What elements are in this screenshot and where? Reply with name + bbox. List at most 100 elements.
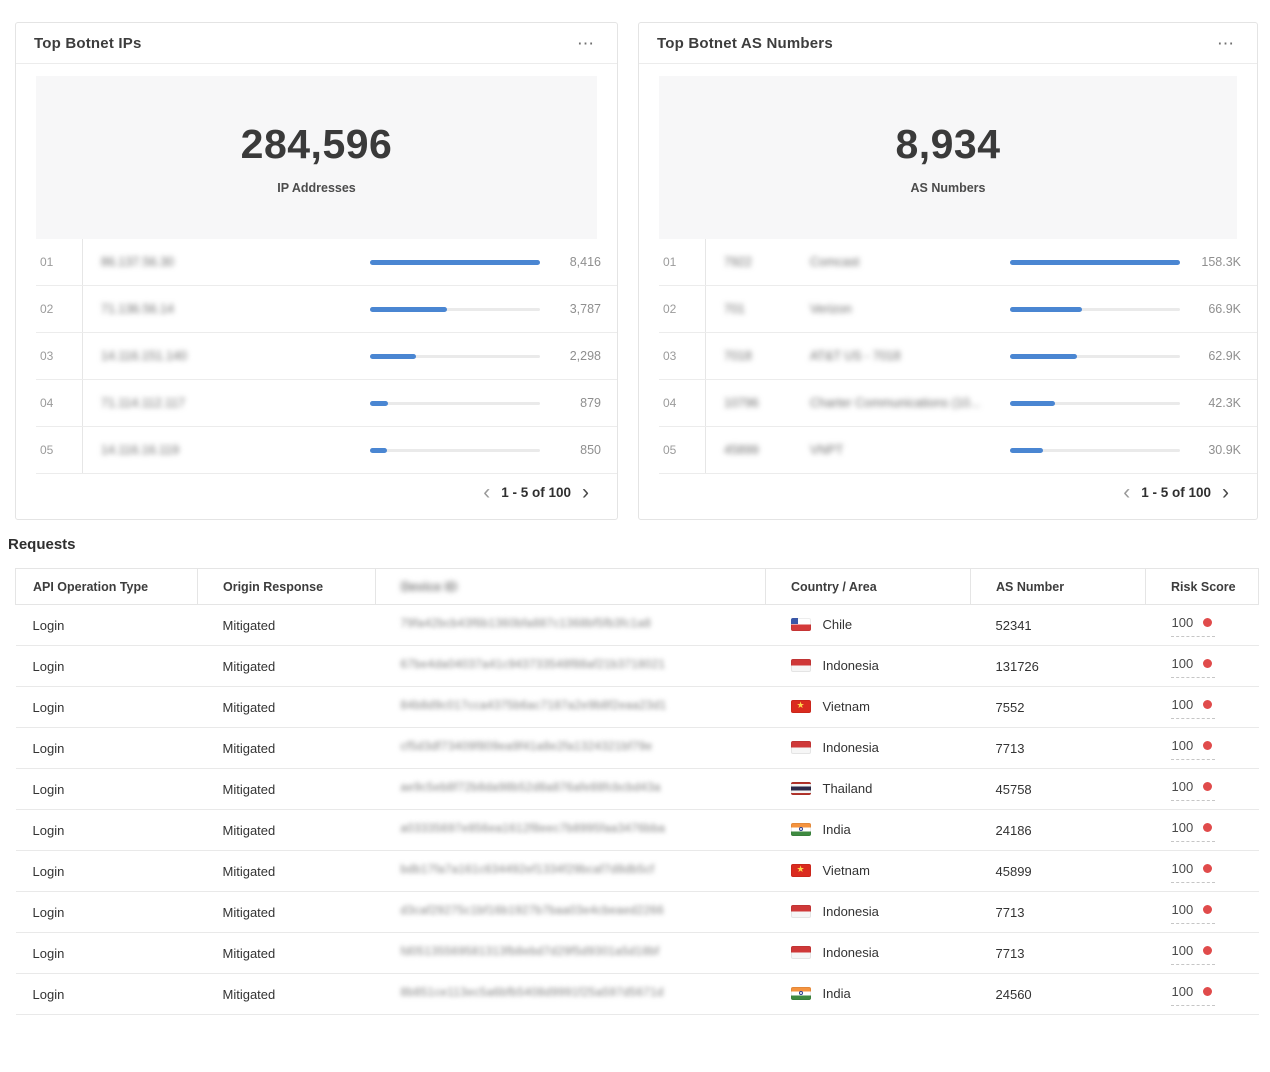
as-number-cell: 7713 xyxy=(970,932,1146,974)
prev-page-icon[interactable]: ‹ xyxy=(483,480,491,504)
as-number-blurred: 7922 xyxy=(724,255,752,269)
row-label: 86.137.56.30 xyxy=(83,255,370,269)
api-operation-type-cell: Login xyxy=(15,686,198,728)
api-operation-type-cell: Login xyxy=(15,932,198,974)
risk-score: 100 xyxy=(1170,736,1216,760)
origin-response-cell: Mitigated xyxy=(197,891,376,933)
bar-fill xyxy=(1010,353,1078,359)
bar-fill xyxy=(370,306,447,312)
page-range-label: 1 - 5 of 100 xyxy=(501,485,571,500)
row-label: 71.114.112.117 xyxy=(83,396,370,410)
as-name-blurred: VNPT xyxy=(810,443,844,457)
bar-fill xyxy=(370,259,540,265)
country-flag-icon xyxy=(790,740,811,754)
prev-page-icon[interactable]: ‹ xyxy=(1123,480,1131,504)
next-page-icon[interactable]: › xyxy=(1222,480,1229,504)
as-number-blurred: 10796 xyxy=(724,396,759,410)
panel-title: Top Botnet IPs xyxy=(34,35,142,52)
device-id-cell: bdb17fa7a161c634492ef1334f29bcaf7d8db5cf xyxy=(375,850,766,892)
rank-divider xyxy=(82,239,83,285)
device-id-cell: 84b8d9c017cca4375b6ac7187a2e9b8f2eaa23d1 xyxy=(375,686,766,728)
as-number-cell: 7713 xyxy=(970,727,1146,769)
country-flag-icon xyxy=(790,822,811,836)
column-header: Device ID xyxy=(375,568,766,605)
risk-score-cell: 100 xyxy=(1145,809,1259,851)
risk-dot-icon xyxy=(1203,782,1213,791)
rank-divider xyxy=(82,380,83,426)
bar-chart xyxy=(370,259,540,265)
bar-fill xyxy=(370,353,417,359)
table-row[interactable]: Login Mitigated 79fa42bcb43f6b1360bfa887… xyxy=(15,604,1259,646)
as-number-blurred: 7018 xyxy=(724,349,752,363)
column-header: Origin Response xyxy=(197,568,376,605)
country-name: Indonesia xyxy=(822,657,879,673)
rank-divider xyxy=(705,427,706,473)
device-id-blurred: 79fa42bcb43f6b1360bfa887c1368bf5fb3fc1a8 xyxy=(400,617,652,630)
table-row[interactable]: Login Mitigated cf5d3df73409f809ea9f41a8… xyxy=(15,727,1259,769)
risk-score-value: 100 xyxy=(1171,656,1194,671)
device-id-blurred: ae9c5eb8f72b8da98b52d8a876afe88fcbcbd43a xyxy=(400,781,661,794)
next-page-icon[interactable]: › xyxy=(582,480,589,504)
risk-score: 100 xyxy=(1170,941,1216,965)
risk-dot-icon xyxy=(1203,823,1213,832)
device-id-blurred: a03335697e856ea1612f8eec7b8995faa3476bba xyxy=(400,822,666,835)
device-id-blurred: 67be4da04037a41c943733548f88af21b3718021 xyxy=(400,658,666,671)
risk-score-value: 100 xyxy=(1171,984,1194,999)
device-id-cell: a03335697e856ea1612f8eec7b8995faa3476bba xyxy=(375,809,766,851)
panel-top-botnet-ips: Top Botnet IPs ⋯ 284,596 IP Addresses 01… xyxy=(15,22,618,520)
stat-label: IP Addresses xyxy=(277,180,356,195)
table-row[interactable]: Login Mitigated 84b8d9c017cca4375b6ac718… xyxy=(15,686,1259,728)
country-cell: Chile xyxy=(765,604,971,646)
table-row[interactable]: Login Mitigated bdb17fa7a161c634492ef133… xyxy=(15,850,1259,892)
risk-score-cell: 100 xyxy=(1145,604,1259,646)
bar-value: 42.3K xyxy=(1208,396,1241,410)
bar-value: 158.3K xyxy=(1201,255,1241,269)
as-number-cell: 24186 xyxy=(970,809,1146,851)
ranked-list-row: 01 86.137.56.30 8,416 xyxy=(36,239,617,286)
country-flag-icon xyxy=(790,699,811,713)
table-row[interactable]: Login Mitigated 8b851ce113ec5a6bfb5408d9… xyxy=(15,973,1259,1015)
rank-divider xyxy=(705,286,706,332)
risk-score: 100 xyxy=(1170,613,1216,637)
bar-track xyxy=(1010,307,1180,311)
risk-score-value: 100 xyxy=(1171,902,1194,917)
api-operation-type-cell: Login xyxy=(15,727,198,769)
rank-divider xyxy=(705,333,706,379)
column-header: API Operation Type xyxy=(15,568,198,605)
bar-fill xyxy=(370,400,388,406)
origin-response-cell: Mitigated xyxy=(197,727,376,769)
api-operation-type-cell: Login xyxy=(15,891,198,933)
risk-score-value: 100 xyxy=(1171,820,1194,835)
rank-number: 05 xyxy=(40,443,54,457)
bar-track xyxy=(370,448,540,452)
rank-number: 04 xyxy=(663,396,677,410)
as-number-cell: 7552 xyxy=(970,686,1146,728)
risk-score: 100 xyxy=(1170,695,1216,719)
requests-table: API Operation Type Origin Response Device … xyxy=(15,568,1259,1015)
table-row[interactable]: Login Mitigated fd05135569581313fb8ebd7d… xyxy=(15,932,1259,974)
ellipsis-menu-icon[interactable]: ⋯ xyxy=(1213,35,1239,52)
ranked-list-row: 02 701 Verizon 66.9K xyxy=(659,286,1257,333)
bar-fill xyxy=(1010,400,1056,406)
device-id-cell: 8b851ce113ec5a6bfb5408d9991f25a597d5671d xyxy=(375,973,766,1015)
ellipsis-menu-icon[interactable]: ⋯ xyxy=(573,35,599,52)
bar-value: 2,298 xyxy=(569,349,601,363)
rank-divider xyxy=(82,333,83,379)
api-operation-type-cell: Login xyxy=(15,645,198,687)
device-id-cell: ae9c5eb8f72b8da98b52d8a876afe88fcbcbd43a xyxy=(375,768,766,810)
table-row[interactable]: Login Mitigated ae9c5eb8f72b8da98b52d8a8… xyxy=(15,768,1259,810)
ip-address-blurred: 71.136.56.14 xyxy=(101,302,174,316)
ranked-list-row: 04 10796 Charter Communications (10... 4… xyxy=(659,380,1257,427)
rank-number: 02 xyxy=(663,302,677,316)
api-operation-type-cell: Login xyxy=(15,604,198,646)
bar-value: 879 xyxy=(580,396,601,410)
ip-address-blurred: 86.137.56.30 xyxy=(101,255,174,269)
requests-heading: Requests xyxy=(8,536,76,553)
risk-score-cell: 100 xyxy=(1145,932,1259,974)
country-name: Vietnam xyxy=(822,862,870,878)
bar-chart xyxy=(370,400,540,406)
table-row[interactable]: Login Mitigated d3caf29275c1bf16b1927b7b… xyxy=(15,891,1259,933)
table-row[interactable]: Login Mitigated 67be4da04037a41c94373354… xyxy=(15,645,1259,687)
as-number-cell: 7713 xyxy=(970,891,1146,933)
table-row[interactable]: Login Mitigated a03335697e856ea1612f8eec… xyxy=(15,809,1259,851)
